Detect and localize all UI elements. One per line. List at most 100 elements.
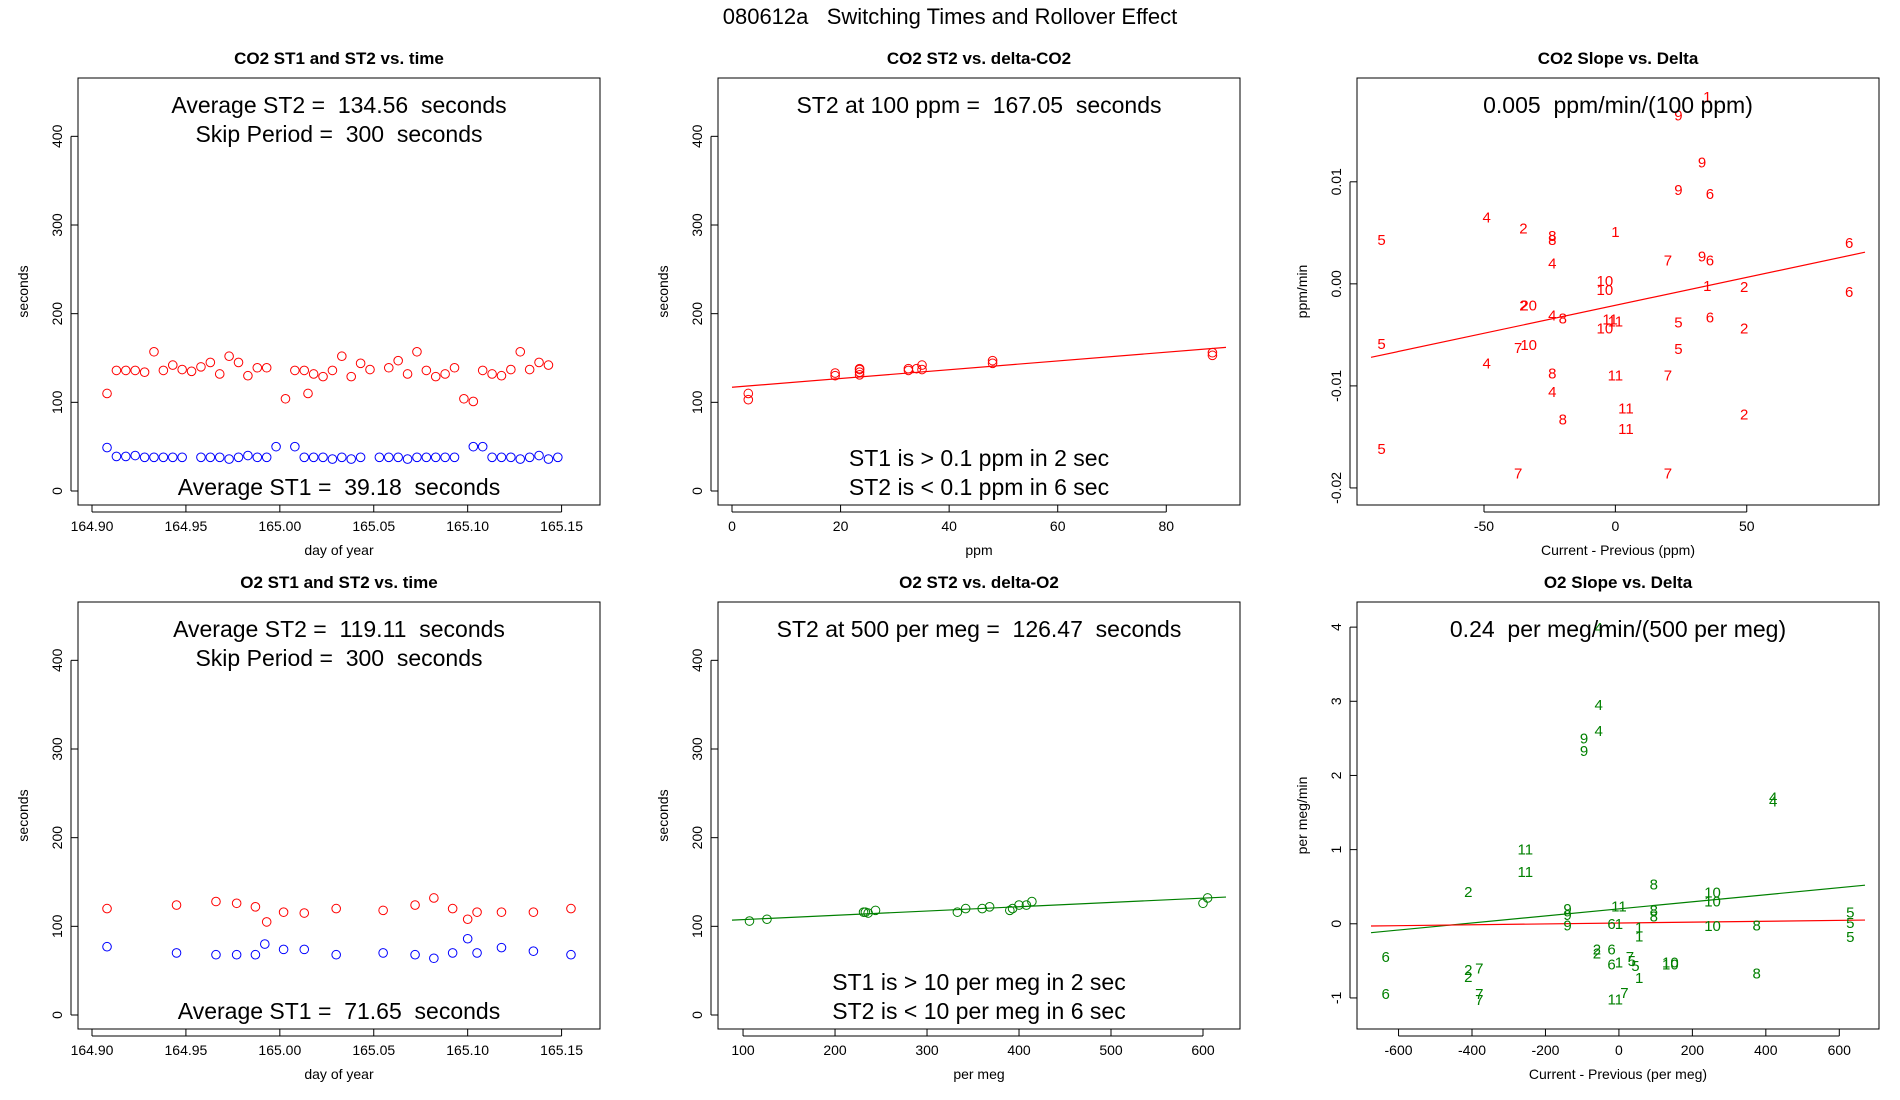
data-point-label: 6 [1382, 986, 1390, 1003]
y-tick-label: 300 [49, 737, 65, 761]
x-tick-label: 164.90 [71, 1042, 114, 1058]
x-tick-label: 500 [1099, 1042, 1123, 1058]
data-point-st1 [337, 452, 347, 463]
data-point-st2 [987, 358, 998, 369]
data-point-st1 [205, 452, 216, 463]
panel-o2_st2_delta: O2 ST2 vs. delta-O2 per meg seconds 100 200 3… [655, 573, 1241, 1082]
data-point-st1 [231, 949, 242, 960]
data-point-label: 2 [1519, 221, 1527, 238]
data-point-st1 [528, 946, 539, 956]
x-tick-label: -400 [1458, 1042, 1486, 1058]
data-point-label: 8 [1548, 232, 1556, 249]
data-point-st2 [1207, 347, 1218, 358]
annotation-bottom: Average ST1 = 71.65 seconds [178, 998, 500, 1024]
data-point-label: 5 [1377, 232, 1385, 249]
data-point-st2 [1027, 896, 1037, 907]
data-point-label: 10 [1662, 954, 1679, 971]
data-point-st1 [487, 452, 497, 463]
y-tick-label: 3 [1328, 697, 1344, 705]
y-tick-label: 200 [49, 826, 65, 850]
data-point-st2 [528, 907, 539, 917]
y-tick-label: 2 [1328, 771, 1344, 779]
y-tick-label: 0 [49, 487, 65, 495]
data-point-st2 [402, 369, 413, 379]
data-point-st2 [1202, 893, 1213, 903]
data-point-st2 [917, 364, 927, 375]
data-point-label: 9 [1580, 730, 1588, 747]
x-tick-label: -600 [1385, 1042, 1413, 1058]
data-point-label: 8 [1650, 876, 1658, 893]
data-point-label: 1 [1611, 224, 1619, 241]
data-point-label: 11 [1608, 368, 1624, 385]
data-point-st1 [412, 452, 422, 463]
data-point-st2 [308, 369, 319, 379]
x-axis-label: Current - Previous (ppm) [1541, 542, 1695, 558]
y-tick-label: 100 [689, 390, 705, 414]
data-point-st1 [102, 941, 112, 952]
panel-co2_st2_delta: CO2 ST2 vs. delta-CO2 ppm seconds 0 20 40 60 80… [655, 49, 1241, 558]
data-point-st2 [252, 362, 263, 373]
plot-frame [1356, 601, 1880, 1030]
data-point-label: 1 [1615, 916, 1623, 933]
data-point-st1 [211, 949, 221, 960]
fit-line [1370, 251, 1866, 358]
data-point-label: 1 [1615, 954, 1623, 971]
x-axis-label: per meg [953, 1066, 1004, 1082]
data-point-label: 1 [1635, 928, 1643, 945]
data-point-st1 [355, 452, 366, 463]
data-point-st1 [278, 944, 289, 955]
data-point-label: 6 [1845, 235, 1853, 252]
x-tick-label: 100 [731, 1042, 755, 1058]
panel-title: O2 Slope vs. Delta [1544, 573, 1693, 592]
panel-o2_slope: O2 Slope vs. Delta Current - Previous (pe… [1294, 573, 1880, 1082]
x-tick-label: -200 [1531, 1042, 1559, 1058]
x-tick-label: 165.00 [258, 518, 301, 534]
data-point-label: 7 [1475, 992, 1483, 1009]
data-point-st2 [743, 394, 754, 405]
data-point-st1 [121, 451, 131, 462]
data-point-label: 8 [1752, 965, 1760, 982]
panel-title: O2 ST1 and ST2 vs. time [240, 573, 437, 592]
data-point-st2 [447, 903, 458, 914]
data-point-label: 5 [1846, 915, 1854, 932]
plot-frame [717, 77, 1241, 506]
data-point-label: 4 [1595, 697, 1603, 714]
data-point-st2 [1007, 903, 1018, 914]
data-point-st1 [299, 452, 310, 463]
data-point-label: 9 [1580, 743, 1588, 760]
data-point-st1 [378, 948, 388, 958]
data-point-st2 [299, 365, 310, 376]
annotation-top: Skip Period = 300 seconds [195, 645, 482, 671]
data-point-label: 1 [1703, 278, 1711, 295]
data-point-st2 [487, 369, 497, 379]
y-tick-label: 0.00 [1328, 270, 1344, 297]
x-tick-label: 50 [1739, 518, 1755, 534]
x-tick-label: 165.05 [352, 1042, 395, 1058]
data-point-st2 [167, 360, 178, 370]
data-point-st1 [250, 949, 261, 960]
x-tick-label: 165.15 [540, 518, 583, 534]
data-point-st1 [496, 942, 507, 953]
y-tick-label: 0.01 [1328, 168, 1344, 195]
data-point-st2 [196, 362, 206, 372]
data-point-label: 10 [1704, 885, 1721, 902]
data-point-st1 [196, 452, 206, 463]
fit-line [731, 896, 1227, 921]
data-point-label: 2 [1519, 297, 1527, 314]
annotation-bottom: ST1 is > 0.1 ppm in 2 sec [849, 445, 1109, 471]
x-tick-label: 400 [1007, 1042, 1031, 1058]
y-tick-label: 0 [689, 487, 705, 495]
data-point-label: 5 [1846, 905, 1854, 922]
panel-co2_time: CO2 ST1 and ST2 vs. time day of year secon… [15, 49, 601, 558]
data-point-label: 4 [1548, 255, 1556, 272]
data-point-st1 [308, 452, 319, 463]
data-point-label: 7 [1514, 466, 1522, 483]
data-point-label: 4 [1482, 210, 1490, 227]
data-point-st2 [224, 351, 234, 362]
data-point-st2 [1005, 905, 1015, 916]
data-point-label: 6 [1607, 916, 1615, 933]
data-point-label: 8 [1559, 412, 1567, 429]
data-point-st1 [566, 949, 576, 960]
data-point-label: 6 [1845, 284, 1853, 301]
